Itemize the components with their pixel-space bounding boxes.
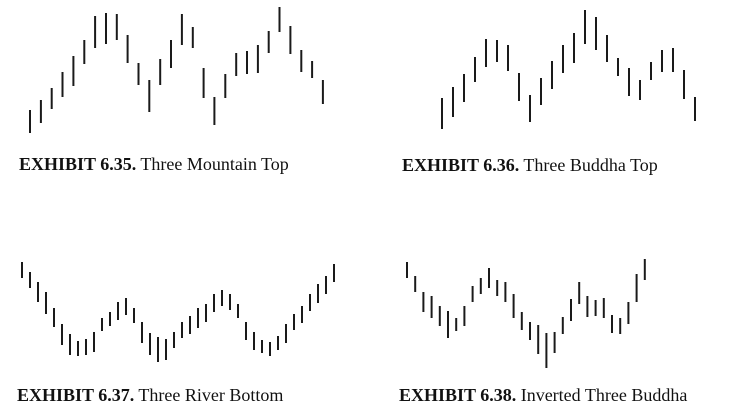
inverted-three-buddha-chart — [406, 259, 646, 368]
exhibit-6-36: EXHIBIT 6.36. Three Buddha Top — [372, 0, 745, 200]
exhibit-6-38-caption: EXHIBIT 6.38. Inverted Three Buddha — [399, 385, 687, 406]
exhibit-label: EXHIBIT 6.35. — [19, 154, 137, 174]
exhibit-6-37-caption: EXHIBIT 6.37. Three River Bottom — [17, 385, 283, 406]
exhibit-6-38: EXHIBIT 6.38. Inverted Three Buddha — [372, 200, 745, 407]
exhibit-label: EXHIBIT 6.36. — [402, 155, 520, 175]
three-buddha-top-chart — [441, 10, 696, 129]
exhibit-title: Three River Bottom — [138, 385, 284, 405]
exhibit-6-37: EXHIBIT 6.37. Three River Bottom — [0, 200, 372, 407]
exhibit-6-35-caption: EXHIBIT 6.35. Three Mountain Top — [19, 154, 289, 175]
exhibit-label: EXHIBIT 6.37. — [17, 385, 135, 405]
exhibit-title: Inverted Three Buddha — [520, 385, 688, 405]
exhibit-label: EXHIBIT 6.38. — [399, 385, 517, 405]
exhibit-6-36-caption: EXHIBIT 6.36. Three Buddha Top — [402, 155, 658, 176]
three-river-bottom-chart — [21, 262, 335, 362]
exhibit-6-35: EXHIBIT 6.35. Three Mountain Top — [0, 0, 372, 200]
three-mountain-top-chart — [29, 7, 324, 133]
exhibit-title: Three Mountain Top — [140, 154, 289, 174]
exhibit-title: Three Buddha Top — [523, 155, 658, 175]
